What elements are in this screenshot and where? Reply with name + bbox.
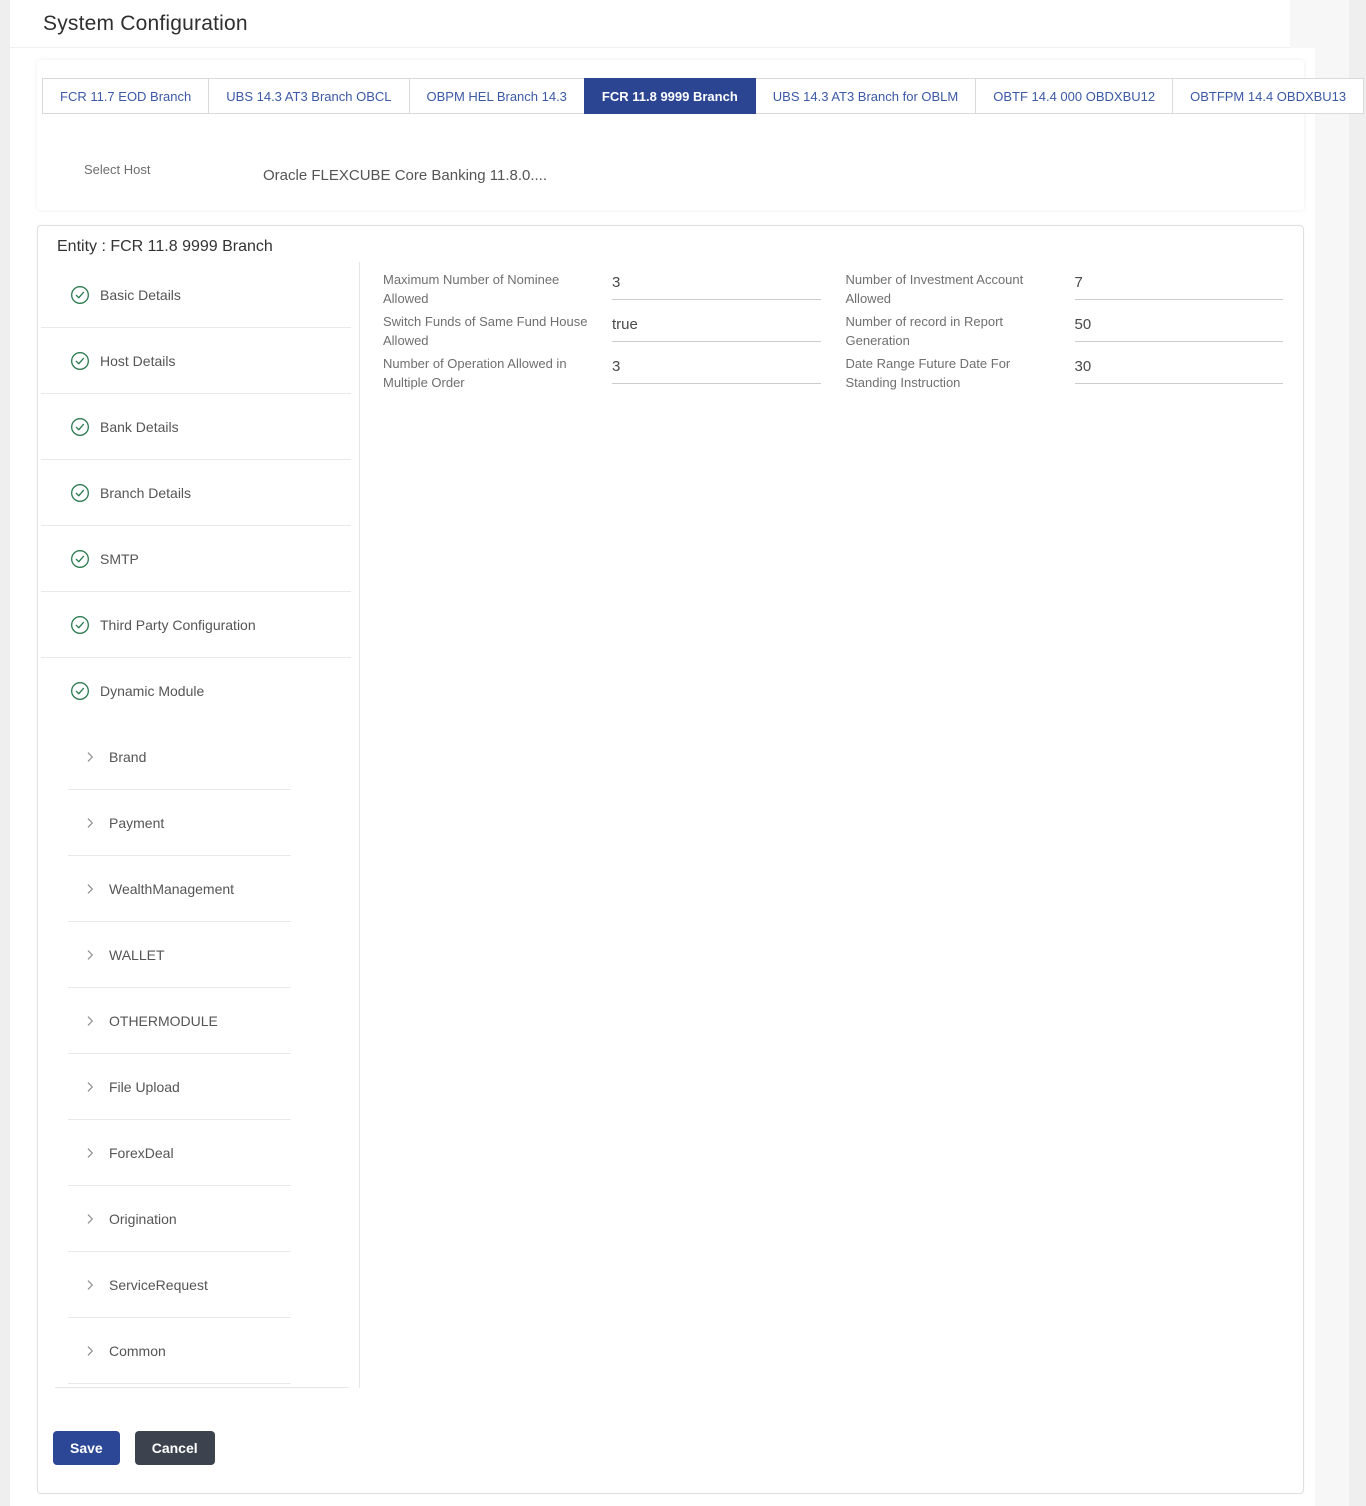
tab-ubs-14-3-at3-branch-for-oblm[interactable]: UBS 14.3 AT3 Branch for OBLM <box>754 78 977 114</box>
cancel-button[interactable]: Cancel <box>134 1431 215 1465</box>
tab-ubs-14-3-at3-branch-obcl[interactable]: UBS 14.3 AT3 Branch OBCL <box>208 78 410 114</box>
sidebar-item-label: Basic Details <box>100 287 181 303</box>
check-circle-icon <box>70 681 90 701</box>
sidebar-item-label: Third Party Configuration <box>100 617 256 633</box>
check-circle-icon <box>70 549 90 569</box>
sidebar-item-label: Bank Details <box>100 419 179 435</box>
chevron-right-icon <box>83 1344 97 1358</box>
sidebar-item-dynamic-module[interactable]: Dynamic Module <box>38 658 359 724</box>
entity-card: Entity : FCR 11.8 9999 Branch Basic Deta… <box>37 225 1304 1494</box>
field-label: Number of record in Report Generation <box>845 314 1004 348</box>
check-circle-icon <box>70 615 90 635</box>
sidebar-module-forexdeal[interactable]: ForexDeal <box>38 1120 359 1186</box>
sidebar-module-label: Common <box>109 1343 166 1359</box>
sidebar-module-servicerequest[interactable]: ServiceRequest <box>38 1252 359 1318</box>
title-bar: System Configuration <box>10 0 1290 48</box>
field-label: Number of Investment Account Allowed <box>845 272 1024 306</box>
operations-in-multiple-order-input[interactable]: 3 <box>612 351 821 384</box>
sidebar-item-third-party-configuration[interactable]: Third Party Configuration <box>38 592 359 658</box>
sidebar-item-bank-details[interactable]: Bank Details <box>38 394 359 460</box>
field-label: Date Range Future Date For Standing Inst… <box>845 356 1011 390</box>
sidebar-module-label: WALLET <box>109 947 165 963</box>
sidebar-module-label: OTHERMODULE <box>109 1013 218 1029</box>
main-panel: FCR 11.7 EOD Branch UBS 14.3 AT3 Branch … <box>10 48 1365 1506</box>
sidebar-module-brand[interactable]: Brand <box>38 724 359 790</box>
sidebar-module-othermodule[interactable]: OTHERMODULE <box>38 988 359 1054</box>
sidebar-item-smtp[interactable]: SMTP <box>38 526 359 592</box>
field-investment-account-allowed: Number of Investment Account Allowed 7 <box>845 267 1283 309</box>
sidebar-module-label: ServiceRequest <box>109 1277 208 1293</box>
sidebar-module-label: Origination <box>109 1211 177 1227</box>
tab-fcr-11-7-eod-branch[interactable]: FCR 11.7 EOD Branch <box>42 78 210 114</box>
chevron-right-icon <box>83 750 97 764</box>
page-wrapper: System Configuration FCR 11.7 EOD Branch… <box>10 0 1365 1506</box>
chevron-right-icon <box>83 948 97 962</box>
form-actions: Save Cancel <box>53 1431 215 1465</box>
chevron-right-icon <box>83 1278 97 1292</box>
field-label: Number of Operation Allowed in Multiple … <box>383 356 567 390</box>
date-range-standing-instruction-input[interactable]: 30 <box>1074 351 1283 384</box>
tab-fcr-11-8-9999-branch[interactable]: FCR 11.8 9999 Branch <box>583 78 756 114</box>
tab-obtfpm-14-4-obdxbu13[interactable]: OBTFPM 14.4 OBDXBU13 <box>1172 78 1365 114</box>
sidebar-item-host-details[interactable]: Host Details <box>38 328 359 394</box>
sidebar-module-payment[interactable]: Payment <box>38 790 359 856</box>
sidebar-item-label: Dynamic Module <box>100 683 205 699</box>
sidebar-item-label: Branch Details <box>100 485 192 501</box>
entity-heading: Entity : FCR 11.8 9999 Branch <box>57 238 273 255</box>
chevron-right-icon <box>83 1014 97 1028</box>
sidebar-item-branch-details[interactable]: Branch Details <box>38 460 359 526</box>
field-records-in-report-generation: Number of record in Report Generation 50 <box>845 309 1283 351</box>
chevron-right-icon <box>83 1146 97 1160</box>
chevron-right-icon <box>83 1080 97 1094</box>
records-in-report-generation-input[interactable]: 50 <box>1074 309 1283 342</box>
check-circle-icon <box>70 483 90 503</box>
tab-obpm-hel-branch-14-3[interactable]: OBPM HEL Branch 14.3 <box>408 78 585 114</box>
chevron-right-icon <box>83 1212 97 1226</box>
check-circle-icon <box>70 417 90 437</box>
entity-tab-bar: FCR 11.7 EOD Branch UBS 14.3 AT3 Branch … <box>42 78 1365 114</box>
sidebar-module-origination[interactable]: Origination <box>38 1186 359 1252</box>
sidebar-module-common[interactable]: Common <box>38 1318 359 1384</box>
check-circle-icon <box>70 285 90 305</box>
host-selection-card: FCR 11.7 EOD Branch UBS 14.3 AT3 Branch … <box>37 60 1365 210</box>
field-label: Switch Funds of Same Fund House Allowed <box>383 314 588 348</box>
field-operations-in-multiple-order: Number of Operation Allowed in Multiple … <box>383 351 821 393</box>
chevron-right-icon <box>83 816 97 830</box>
sidebar-module-file-upload[interactable]: File Upload <box>38 1054 359 1120</box>
sidebar-item-label: SMTP <box>100 551 139 567</box>
field-label: Maximum Number of Nominee Allowed <box>383 272 560 306</box>
switch-funds-same-fund-house-input[interactable]: true <box>612 309 821 342</box>
field-date-range-standing-instruction: Date Range Future Date For Standing Inst… <box>845 351 1283 393</box>
sidebar-module-label: WealthManagement <box>109 881 235 897</box>
tab-obtf-14-4-000-obdxbu12[interactable]: OBTF 14.4 000 OBDXBU12 <box>975 78 1174 114</box>
page-title: System Configuration <box>43 11 248 35</box>
sidebar-item-basic-details[interactable]: Basic Details <box>38 262 359 328</box>
entity-sidebar: Basic Details Host Details Bank Details <box>38 262 360 1388</box>
chevron-right-icon <box>83 882 97 896</box>
sidebar-module-wealthmanagement[interactable]: WealthManagement <box>38 856 359 922</box>
sidebar-module-label: ForexDeal <box>109 1145 174 1161</box>
sidebar-item-label: Host Details <box>100 353 176 369</box>
field-switch-funds-same-fund-house: Switch Funds of Same Fund House Allowed … <box>383 309 821 351</box>
sidebar-module-label: Payment <box>109 815 165 831</box>
dynamic-module-form: Maximum Number of Nominee Allowed 3 Numb… <box>361 262 1283 393</box>
investment-account-allowed-input[interactable]: 7 <box>1074 267 1283 300</box>
select-host-label: Select Host <box>84 162 151 177</box>
select-host-value[interactable]: Oracle FLEXCUBE Core Banking 11.8.0.... <box>263 167 548 184</box>
save-button[interactable]: Save <box>53 1431 120 1465</box>
field-max-nominee-allowed: Maximum Number of Nominee Allowed 3 <box>383 267 821 309</box>
max-nominee-allowed-input[interactable]: 3 <box>612 267 821 300</box>
check-circle-icon <box>70 351 90 371</box>
sidebar-module-wallet[interactable]: WALLET <box>38 922 359 988</box>
sidebar-module-label: File Upload <box>109 1079 180 1095</box>
sidebar-module-label: Brand <box>109 749 147 765</box>
